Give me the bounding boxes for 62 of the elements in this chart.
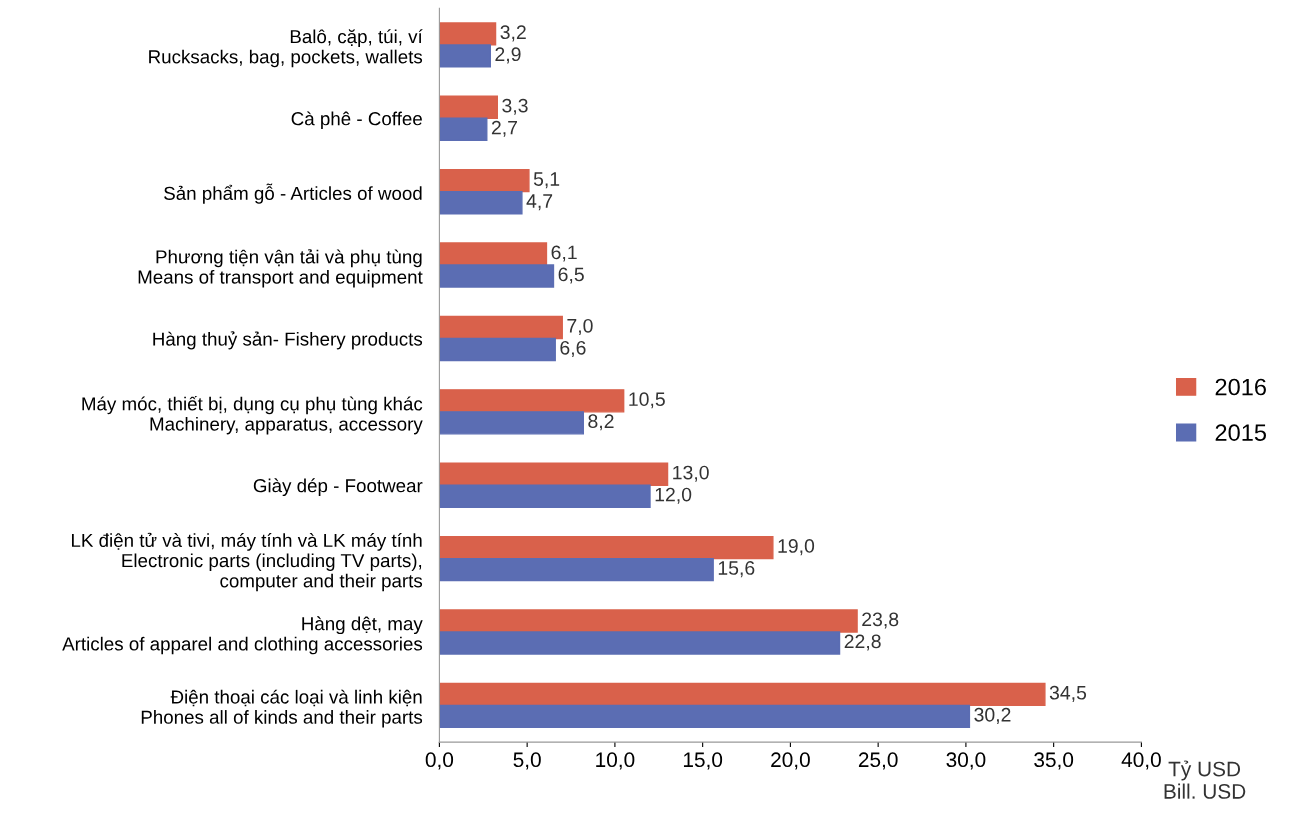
bar [439, 389, 625, 413]
data-label: 23,8 [862, 612, 899, 629]
data-label: 2,9 [495, 47, 521, 64]
y-tick-label: Cà phê - Coffee [291, 111, 422, 130]
x-axis-title: Tỷ USD Bill. USD [1164, 760, 1246, 799]
x-tick-label: 5,0 [513, 752, 541, 770]
x-tick-label: 15,0 [683, 752, 723, 770]
y-tick-label: Hàng thuỷ sản- Fishery products [153, 331, 423, 350]
bar [439, 411, 585, 435]
data-label: 7,0 [567, 318, 593, 335]
bar [439, 462, 669, 486]
legend-label: 2015 [1215, 424, 1266, 441]
y-tick-label: Hàng dệt, may Articles of apparel and clothing accessories [62, 616, 423, 655]
y-tick-label: Sản phẩm gỗ - Articles of wood [164, 183, 422, 204]
data-label: 19,0 [778, 539, 815, 556]
data-label: 12,0 [655, 487, 692, 504]
bar [439, 682, 1046, 707]
bar [439, 117, 488, 141]
x-tick-label: 20,0 [771, 752, 810, 770]
y-tick-label: Điện thoại các loại và linh kiện Phones all of kinds and their parts [141, 689, 423, 728]
bar [439, 22, 497, 46]
data-label: 8,2 [588, 414, 614, 431]
data-label: 3,3 [502, 98, 528, 115]
data-label: 30,2 [974, 707, 1011, 724]
data-label: 6,5 [558, 267, 584, 284]
bar [439, 337, 556, 362]
data-label: 15,6 [718, 561, 755, 578]
data-label: 6,1 [551, 245, 577, 262]
bar [439, 535, 774, 560]
y-tick-label: Phương tiện vận tải và phụ tùng Means of transport and equipment [138, 249, 423, 288]
bar [439, 44, 491, 68]
x-tick-label: 0,0 [425, 752, 454, 770]
y-tick-label: Balô, cặp, túi, ví Rucksacks, bag, pockets, wallets [149, 29, 423, 68]
bar [439, 315, 563, 340]
data-label: 10,5 [629, 392, 665, 409]
data-label: 22,8 [844, 634, 881, 651]
data-label: 13,0 [673, 465, 709, 482]
data-label: 5,1 [533, 172, 560, 189]
y-tick-label: Máy móc, thiết bị, dụng cụ phụ tùng khác Machinery, apparatus, accessory [82, 395, 423, 435]
data-label: 34,5 [1049, 685, 1087, 702]
legend-label: 2016 [1215, 378, 1266, 396]
bar [439, 242, 548, 266]
x-tick-label: 25,0 [858, 752, 898, 770]
bar [439, 704, 971, 729]
bar [439, 168, 530, 193]
bar [439, 609, 858, 633]
x-tick-label: 10,0 [596, 752, 635, 770]
data-label: 3,2 [500, 25, 526, 42]
x-tick-label: 35,0 [1034, 752, 1074, 770]
data-label: 6,6 [560, 340, 586, 357]
data-label: 2,7 [491, 120, 518, 137]
y-tick-label: LK điện tử và tivi, máy tính và LK máy tính Electronic parts (including TV parts), computer and their parts [72, 532, 423, 592]
bar [439, 631, 841, 655]
x-tick-label: 40,0 [1121, 752, 1161, 770]
x-tick-label: 30,0 [946, 752, 986, 770]
y-tick-label: Giày dép - Footwear [253, 478, 423, 497]
data-label: 4,7 [526, 194, 553, 211]
bar [439, 557, 714, 582]
bar [439, 95, 499, 119]
bar [439, 264, 555, 288]
bar [439, 190, 523, 215]
bar [439, 484, 651, 508]
